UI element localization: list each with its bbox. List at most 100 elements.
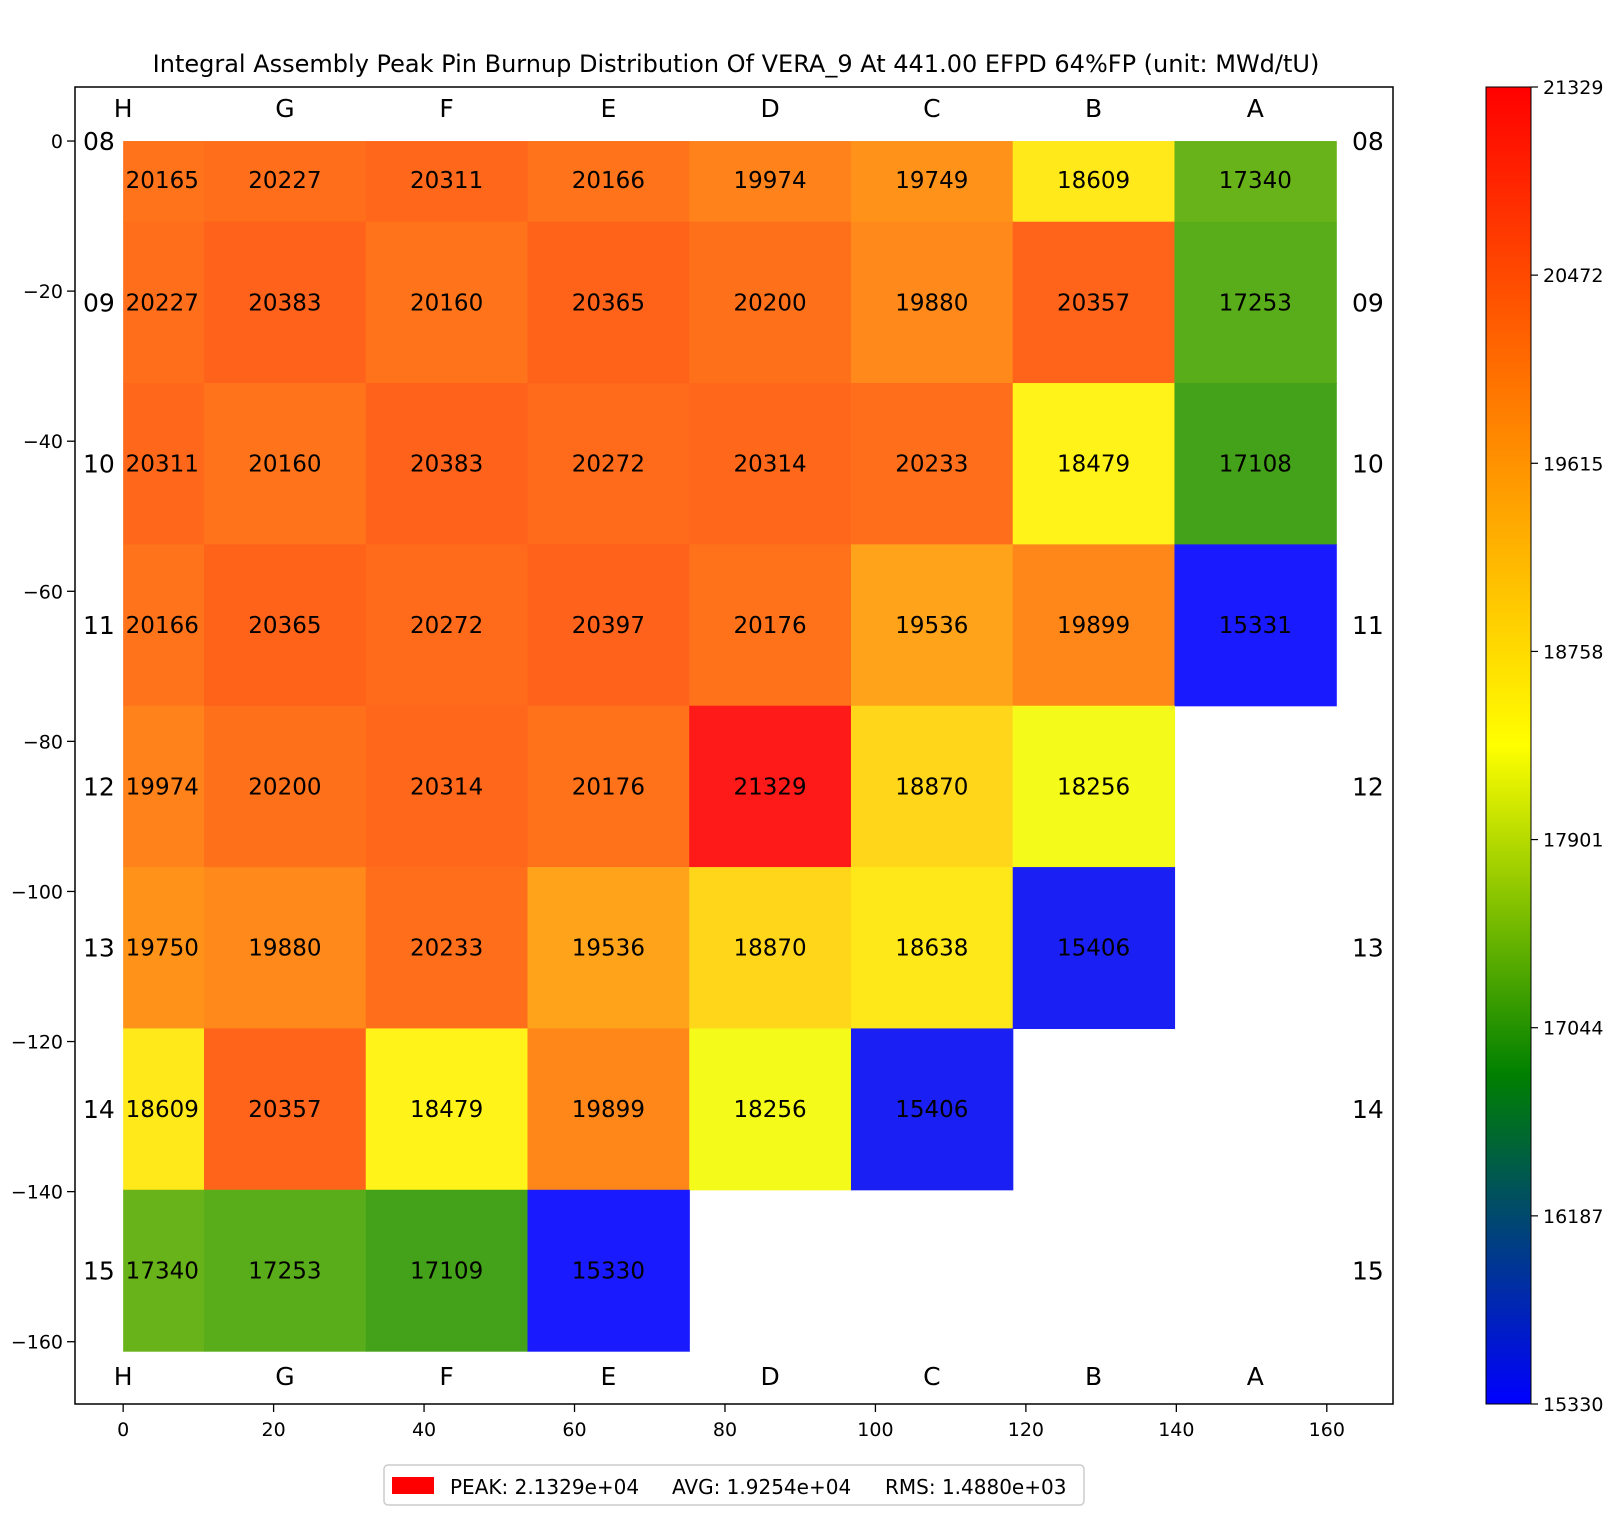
heatmap-cell [1012,544,1176,707]
colorbar-tick-label: 20472 [1543,265,1603,287]
heatmap-cell [204,141,367,223]
y-tick-label: −160 [11,1332,63,1354]
heatmap-cell [365,705,529,868]
heatmap-cell [1012,867,1176,1030]
heatmap-cell [527,1189,690,1352]
heatmap-cell [527,544,690,707]
row-label-left: 11 [83,611,115,640]
heatmap-cell [365,383,529,545]
column-label-bottom: B [1085,1362,1102,1391]
row-label-left: 08 [83,127,115,156]
heatmap-cell [365,544,529,707]
cell-value-label: 20160 [410,290,483,316]
row-label-right: 11 [1352,611,1384,640]
cell-value-label: 20272 [410,613,483,639]
cell-value-label: 20200 [734,290,807,316]
cell-value-label: 17340 [126,1258,199,1284]
cell-value-label: 19974 [126,774,199,800]
cell-value-label: 20200 [248,774,321,800]
row-label-left: 09 [83,288,115,317]
heatmap-cell [204,1189,367,1352]
heatmap-cell [1012,705,1176,868]
heatmap-cell [365,221,529,384]
heatmap-cell [204,383,367,545]
legend-swatch [392,1477,434,1494]
column-label-bottom: C [923,1362,940,1391]
cell-value-label: 19899 [572,1097,645,1123]
y-tick-label: −40 [23,431,63,453]
colorbar-tick-label: 19615 [1543,453,1603,475]
column-label-top: H [114,94,133,123]
heatmap-cell [365,867,529,1030]
cell-value-label: 18870 [734,936,807,962]
column-label-bottom: H [114,1362,133,1391]
heatmap-cell [527,867,690,1030]
cell-value-label: 20233 [410,936,483,962]
heatmap-cell [1174,544,1337,707]
column-label-bottom: E [600,1362,616,1391]
heatmap-cell [365,1028,529,1191]
cell-value-label: 20314 [734,452,807,478]
cell-value-label: 19899 [1057,613,1130,639]
colorbar-tick-label: 18758 [1543,641,1603,663]
heatmap-cell [850,544,1014,707]
row-label-right: 12 [1352,772,1384,801]
heatmap-cell [850,383,1014,545]
row-label-left: 12 [83,772,115,801]
cell-value-label: 19750 [126,936,199,962]
x-axis-ticks: 0 20 40 60 80 100 120 140 160 [117,1404,1345,1441]
row-label-left: 14 [83,1095,115,1124]
heatmap-cell [689,141,852,223]
cell-value-label: 20311 [410,168,483,194]
cell-value-label: 15406 [895,1097,968,1123]
y-tick-label: −140 [11,1182,63,1204]
cell-value-label: 20357 [248,1097,321,1123]
heatmap-cell [123,221,205,384]
x-tick-label: 20 [262,1419,286,1441]
heatmap-cell [123,1028,205,1191]
column-label-top: G [275,94,294,123]
column-label-bottom: F [439,1362,453,1391]
cell-value-label: 19749 [895,168,968,194]
heatmap-cell [1174,221,1337,384]
x-tick-label: 100 [857,1419,893,1441]
x-tick-label: 140 [1158,1419,1194,1441]
column-label-top: B [1085,94,1102,123]
colorbar-tick-label: 15330 [1543,1394,1603,1416]
cell-value-label: 20166 [572,168,645,194]
cell-value-label: 15331 [1219,613,1292,639]
cell-value-label: 17340 [1219,168,1292,194]
cell-value-label: 20383 [410,452,483,478]
row-label-left: 10 [83,450,115,479]
heatmap-cell [527,221,690,384]
cell-value-label: 18256 [734,1097,807,1123]
column-label-top: F [439,94,453,123]
y-tick-label: −20 [23,281,63,303]
y-tick-label: −120 [11,1032,63,1054]
heatmap-cell [204,221,367,384]
colorbar-gradient [1485,86,1532,1405]
heatmap-cells [123,141,1337,1352]
y-tick-label: −100 [11,881,63,903]
cell-value-label: 20176 [734,613,807,639]
cell-value-label: 20166 [126,613,199,639]
heatmap-cell [850,867,1014,1030]
cell-value-label: 20176 [572,774,645,800]
heatmap-cell [689,1028,852,1191]
y-tick-label: −80 [23,731,63,753]
cell-value-label: 18870 [895,774,968,800]
heatmap-cell [123,1189,205,1352]
cell-value-label: 20397 [572,613,645,639]
heatmap-cell [689,383,852,545]
cell-value-label: 20227 [126,290,199,316]
heatmap-cell [527,1028,690,1191]
colorbar-tick-label: 16187 [1543,1206,1603,1228]
heatmap-cell [850,1028,1014,1191]
colorbar-tick-label: 21329 [1543,77,1603,99]
cell-value-label: 18479 [410,1097,483,1123]
row-column-labels: H H G G F F E E D D C C B B A A 08 08 09 09 10 10 11 11 12 12 13 13… [83,94,1384,1391]
cell-value-label: 20314 [410,774,483,800]
cell-value-label: 18609 [1057,168,1130,194]
cell-value-label: 18479 [1057,452,1130,478]
